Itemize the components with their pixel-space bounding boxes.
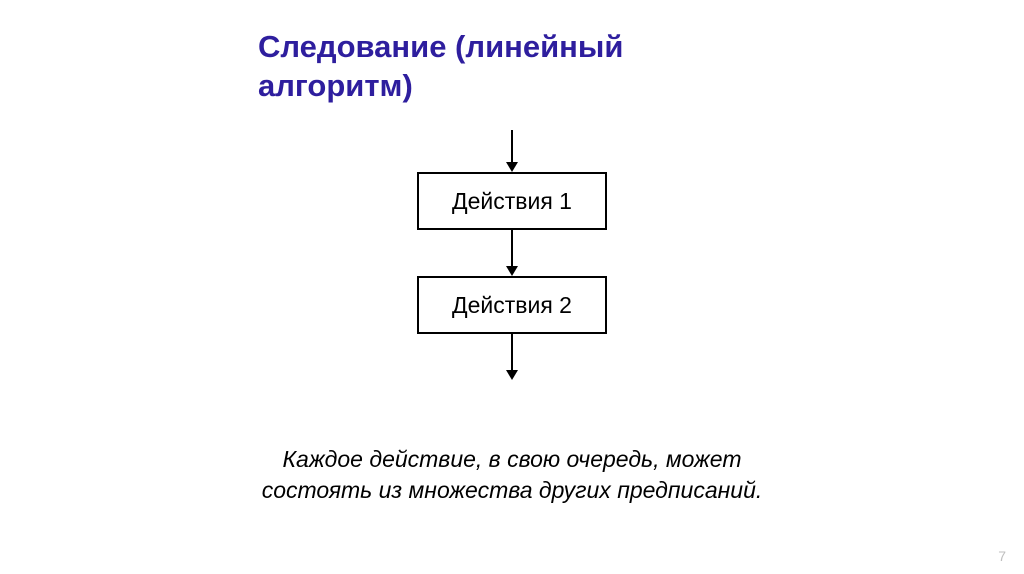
slide-caption: Каждое действие, в свою очередь, может с… [0,444,1024,506]
arrow-mid [506,230,518,276]
flowchart-node-1: Действия 1 [417,172,607,230]
node-label: Действия 1 [452,188,572,215]
title-line-2: алгоритм) [258,67,623,106]
arrow-in [506,130,518,172]
arrow-line [511,130,513,162]
arrow-head-icon [506,370,518,380]
title-line-1: Следование (линейный [258,28,623,67]
arrow-out [506,334,518,380]
caption-line-2: состоять из множества других предписаний… [0,475,1024,506]
arrow-line [511,334,513,370]
arrow-head-icon [506,162,518,172]
flowchart-node-2: Действия 2 [417,276,607,334]
arrow-head-icon [506,266,518,276]
page-number: 7 [998,548,1006,564]
flowchart: Действия 1 Действия 2 [0,130,1024,380]
caption-line-1: Каждое действие, в свою очередь, может [0,444,1024,475]
node-label: Действия 2 [452,292,572,319]
arrow-line [511,230,513,266]
slide-title: Следование (линейный алгоритм) [258,28,623,106]
